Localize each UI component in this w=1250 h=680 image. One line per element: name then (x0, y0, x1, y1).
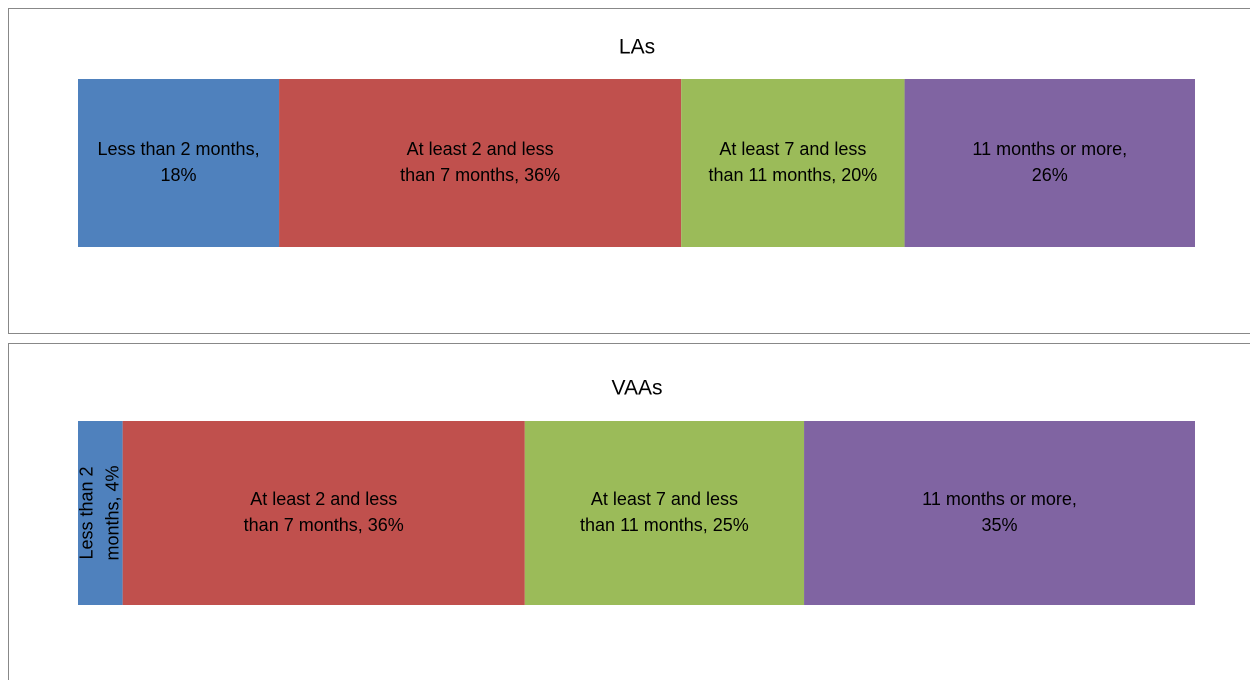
bar-segment: At least 2 and less than 7 months (122, 421, 525, 605)
chart-title: LAs (619, 36, 655, 59)
data-label: At least 2 and less than 7 months, 36% (244, 489, 404, 535)
bar-segment: 11 months or more (904, 79, 1195, 247)
data-label: 11 months or more, 26% (972, 139, 1127, 185)
bar-segment: At least 7 and less than 11 months (524, 421, 805, 605)
data-label: At least 2 and less than 7 months, 36% (400, 139, 560, 185)
data-label-line: 18% (161, 165, 197, 185)
data-label-line: At least 2 and less (250, 489, 397, 509)
data-label-line: than 11 months, 20% (708, 165, 877, 185)
data-label-line: than 7 months, 36% (400, 165, 560, 185)
bar-segment: 11 months or more (804, 421, 1195, 605)
data-label-line: Less than 2 (76, 466, 96, 559)
bar-segment: At least 7 and less than 11 months (681, 79, 905, 247)
data-label: 11 months or more, 35% (922, 489, 1077, 535)
data-label-line: than 11 months, 25% (580, 515, 749, 535)
data-label: Less than 2 months, 4% (76, 465, 122, 560)
data-label: At least 7 and less than 11 months, 25% (580, 489, 749, 535)
chart-title: VAAs (612, 377, 663, 400)
data-label: Less than 2 months, 18% (97, 139, 259, 185)
bar-segment: At least 2 and less than 7 months (279, 79, 682, 247)
data-label-line: than 7 months, 36% (244, 515, 404, 535)
data-label-line: At least 2 and less (407, 139, 554, 159)
data-label-line: 11 months or more, (922, 489, 1077, 509)
data-label-line: 11 months or more, (972, 139, 1127, 159)
bar-segment: Less than 2 months (78, 421, 123, 605)
data-label-line: months, 4% (102, 465, 122, 560)
data-label-line: At least 7 and less (719, 139, 866, 159)
data-label-line: Less than 2 months, (97, 139, 259, 159)
data-label-line: 26% (1032, 165, 1068, 185)
bar-segment: Less than 2 months (78, 79, 280, 247)
data-label-line: At least 7 and less (591, 489, 738, 509)
data-label: At least 7 and less than 11 months, 20% (708, 139, 877, 185)
data-label-line: 35% (982, 515, 1018, 535)
